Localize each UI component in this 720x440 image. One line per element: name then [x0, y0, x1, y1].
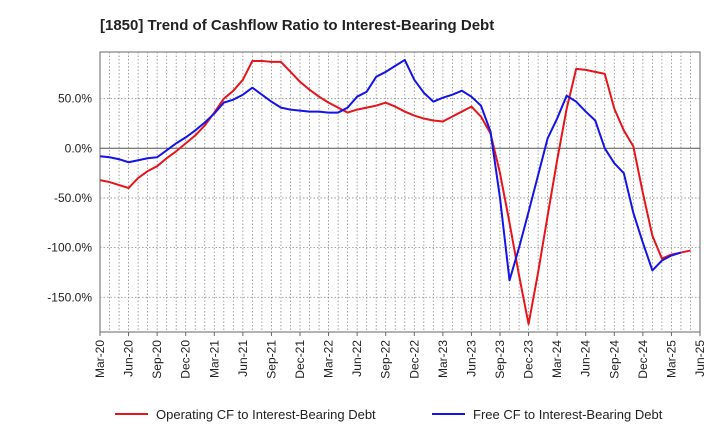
x-tick-label: Jun-22 [350, 340, 364, 377]
x-tick-label: Mar-20 [93, 340, 107, 378]
x-tick-label: Sep-24 [607, 340, 621, 379]
x-tick-label: Mar-22 [322, 340, 336, 378]
legend-label: Operating CF to Interest-Bearing Debt [156, 407, 376, 422]
x-tick-label: Dec-22 [407, 340, 421, 379]
x-tick-label: Sep-22 [379, 340, 393, 379]
x-tick-label: Dec-21 [293, 340, 307, 379]
legend: Operating CF to Interest-Bearing Debt Fre… [115, 407, 663, 422]
x-tick-label: Jun-23 [464, 340, 478, 377]
chart-title: [1850] Trend of Cashflow Ratio to Intere… [100, 17, 494, 34]
x-tick-label: Mar-21 [207, 340, 221, 378]
plot-area [99, 51, 701, 333]
x-tick-label: Mar-24 [550, 340, 564, 378]
y-tick-label: -150.0% [47, 290, 92, 304]
x-tick-label: Mar-25 [664, 340, 678, 378]
x-tick-label: Dec-24 [636, 340, 650, 379]
series-group [99, 58, 691, 326]
x-tick-label: Jun-25 [693, 340, 707, 377]
series-line [99, 58, 682, 282]
x-tick-label: Jun-24 [579, 340, 593, 377]
y-axis-ticks: 50.0% 0.0% -50.0% -100.0% -150.0% [47, 92, 92, 305]
x-tick-label: Jun-21 [236, 340, 250, 377]
x-tick-label: Dec-23 [522, 340, 536, 379]
x-tick-label: Sep-21 [264, 340, 278, 379]
x-tick-label: Dec-20 [179, 340, 193, 379]
x-tick-label: Sep-23 [493, 340, 507, 379]
series-line [99, 59, 691, 326]
legend-label: Free CF to Interest-Bearing Debt [473, 407, 663, 422]
x-tick-label: Jun-20 [122, 340, 136, 377]
y-tick-label: 0.0% [65, 141, 93, 155]
y-tick-label: -100.0% [47, 241, 92, 255]
x-tick-label: Sep-20 [150, 340, 164, 379]
y-tick-label: 50.0% [58, 92, 92, 106]
x-axis-ticks: Mar-20 Jun-20 Sep-20 Dec-20 Mar-21 Jun-21 Sep-… [93, 332, 707, 379]
y-tick-label: -50.0% [54, 191, 92, 205]
x-tick-label: Mar-23 [436, 340, 450, 378]
